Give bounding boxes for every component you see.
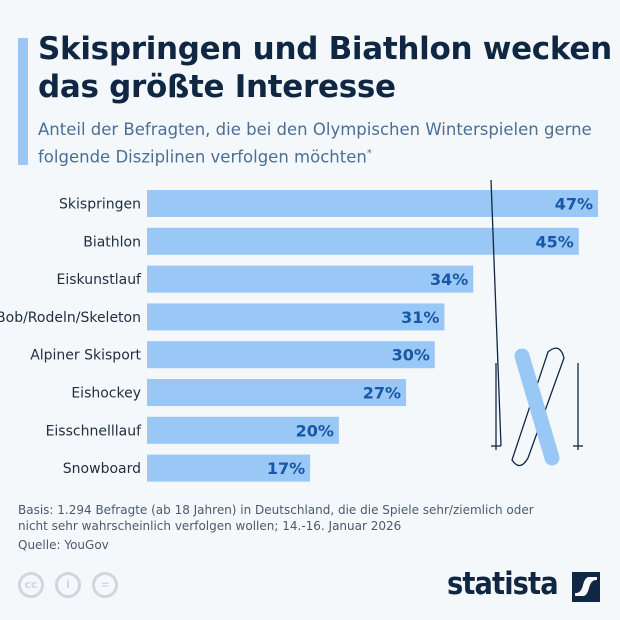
category-label: Eisschnelllauf <box>46 423 143 439</box>
bar-chart: Skispringen 47% Biathlon 45% Eiskunstlauf 34%… <box>0 180 598 482</box>
category-label: Eiskunstlauf <box>56 272 142 288</box>
ski-illustration-icon <box>490 180 583 467</box>
value-label: 47% <box>555 195 593 214</box>
by-icon[interactable]: i <box>55 572 81 598</box>
bar-eiskunstlauf <box>147 265 474 293</box>
subtitle-footnote-mark: * <box>366 148 372 159</box>
value-label: 45% <box>536 232 574 251</box>
value-label: 31% <box>401 308 439 327</box>
bar-bob-rodeln-skeleton <box>147 303 445 331</box>
title-accent-bar <box>18 38 28 165</box>
nd-icon[interactable]: = <box>92 572 118 598</box>
bar-skispringen <box>147 190 598 217</box>
category-label: Alpiner Skisport <box>30 348 141 364</box>
cc-icon[interactable]: cc <box>18 572 44 598</box>
chart-title: Skispringen und Biathlon wecken das größ… <box>38 31 612 105</box>
value-label: 17% <box>267 459 305 478</box>
category-label: Skispringen <box>59 197 141 213</box>
value-label: 34% <box>430 270 468 289</box>
statista-logo-mark-icon <box>572 572 600 602</box>
bar-alpiner-skisport <box>147 341 435 369</box>
value-label: 27% <box>363 384 401 403</box>
footnote: Basis: 1.294 Befragte (ab 18 Jahren) in … <box>18 503 534 533</box>
statista-logo[interactable]: statista <box>447 566 559 602</box>
category-label: Snowboard <box>63 461 141 477</box>
category-label: Bob/Rodeln/Skeleton <box>0 310 141 326</box>
source: Quelle: YouGov <box>18 538 109 552</box>
value-label: 20% <box>296 421 334 440</box>
chart-subtitle: Anteil der Befragten, die bei den Olympi… <box>38 118 618 170</box>
bar-snowboard <box>147 454 311 482</box>
bar-eisschnelllauf <box>147 416 339 444</box>
category-label: Eishockey <box>71 386 141 402</box>
bar-eishockey <box>147 379 407 406</box>
category-label: Biathlon <box>83 234 141 250</box>
value-label: 30% <box>392 346 430 365</box>
bar-biathlon <box>147 227 579 255</box>
subtitle-text: Anteil der Befragten, die bei den Olympi… <box>38 120 592 167</box>
